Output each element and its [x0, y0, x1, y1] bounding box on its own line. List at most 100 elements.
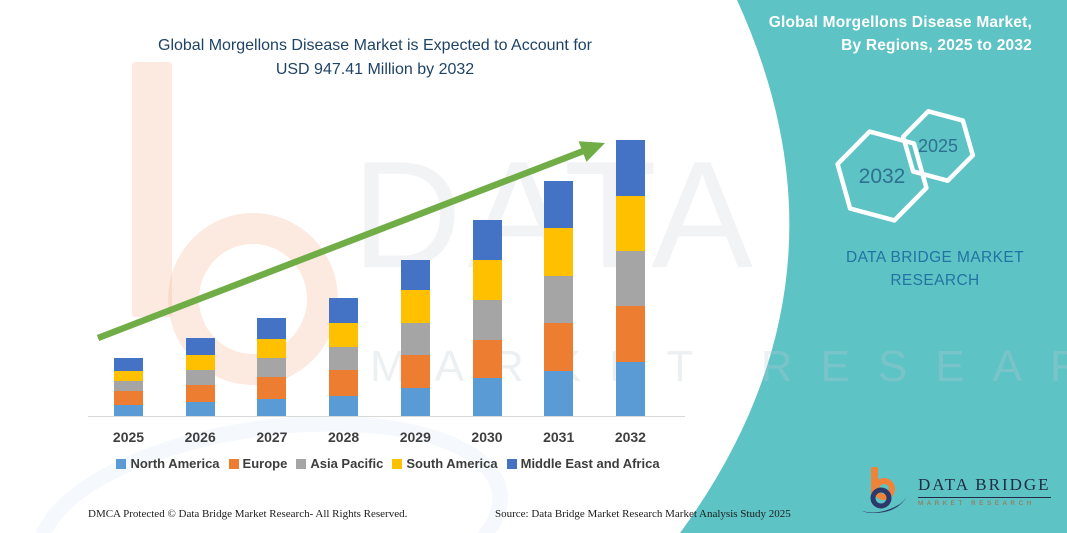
x-axis-label-2030: 2030: [471, 429, 503, 445]
bar-stack-2029: [400, 259, 430, 416]
chart-title-line2: USD 947.41 Million by 2032: [275, 61, 475, 78]
hexagon-2025-label: 2025: [918, 136, 958, 156]
bar-segment-middle-east-and-africa: [472, 219, 502, 260]
plot-area: [88, 118, 688, 417]
bar-segment-asia-pacific: [114, 380, 143, 391]
bar-segment-asia-pacific: [615, 250, 645, 306]
brand-wordmark-panel: DATA BRIDGE MARKET RESEARCH: [815, 246, 1055, 292]
legend-swatch: [506, 458, 517, 469]
bar-segment-asia-pacific: [400, 322, 430, 356]
bar-segment-north-america: [615, 361, 645, 416]
bar-segment-north-america: [472, 378, 502, 416]
dbmr-logo-words: DATA BRIDGE MARKET RESEARCH: [918, 475, 1051, 507]
bar-segment-south-america: [615, 195, 645, 251]
footer-dmca-text: DMCA Protected © Data Bridge Market Rese…: [88, 508, 408, 520]
legend-item-middle-east-and-africa: Middle East and Africa: [506, 456, 660, 471]
watermark-logo-b-stem: [132, 62, 172, 317]
hexagon-2025: 2025: [900, 109, 976, 183]
bar-segment-south-america: [472, 259, 502, 300]
bar-segment-europe: [544, 322, 574, 371]
year-hexagons: 2032 2025: [835, 109, 976, 223]
brand-line1: DATA BRIDGE MARKET: [845, 249, 1024, 266]
bar-stack-2028: [329, 298, 359, 416]
bar-segment-south-america: [400, 290, 430, 323]
bar-segment-north-america: [544, 370, 574, 416]
bar-segment-europe: [472, 339, 502, 379]
chart-title-line1: Global Morgellons Disease Market is Expe…: [158, 37, 592, 54]
legend-label: Middle East and Africa: [520, 456, 660, 471]
hexagon-2032: 2032: [835, 129, 929, 223]
bar-segment-europe: [185, 385, 215, 403]
bar-segment-middle-east-and-africa: [400, 259, 430, 291]
footer-source-text: Source: Data Bridge Market Research Mark…: [495, 508, 791, 520]
chart-legend: North America Europe Asia Pacific South Ame…: [88, 456, 688, 471]
legend-label: Asia Pacific: [310, 456, 384, 471]
bar-segment-middle-east-and-africa: [615, 140, 645, 196]
legend-label: South America: [406, 456, 498, 471]
bar-segment-south-america: [257, 339, 287, 358]
bar-stack-2032: [615, 140, 645, 416]
side-panel-title: Global Morgellons Disease Market, By Reg…: [740, 11, 1032, 57]
x-axis-label-2032: 2032: [614, 429, 646, 445]
side-panel-title-line1: Global Morgellons Disease Market,: [768, 14, 1032, 31]
side-panel-title-line2: By Regions, 2025 to 2032: [841, 37, 1032, 54]
legend-label: Europe: [242, 456, 288, 471]
bar-segment-south-america: [544, 227, 574, 276]
dbmr-logo-subname: MARKET RESEARCH: [918, 500, 1035, 507]
legend-item-north-america: North America: [116, 456, 220, 471]
bar-stack-2031: [544, 180, 574, 416]
bar-segment-europe: [400, 355, 430, 389]
bar-segment-middle-east-and-africa: [185, 337, 215, 356]
bar-segment-asia-pacific: [329, 346, 359, 370]
bar-segment-north-america: [185, 402, 215, 416]
bar-segment-middle-east-and-africa: [544, 180, 574, 228]
legend-item-south-america: South America: [392, 456, 498, 471]
bar-segment-europe: [257, 376, 287, 400]
legend-swatch: [392, 458, 403, 469]
x-axis-label-2027: 2027: [256, 429, 288, 445]
bar-segment-europe: [615, 305, 645, 362]
bar-segment-europe: [114, 390, 143, 405]
legend-item-europe: Europe: [228, 456, 288, 471]
bar-segment-middle-east-and-africa: [257, 318, 287, 340]
bar-segment-south-america: [185, 355, 215, 370]
brand-line2: RESEARCH: [890, 272, 980, 289]
x-axis-label-2031: 2031: [543, 429, 575, 445]
x-axis-label-2026: 2026: [184, 429, 216, 445]
legend-label: North America: [130, 456, 220, 471]
x-axis-label-2028: 2028: [328, 429, 360, 445]
bar-segment-south-america: [114, 371, 143, 381]
bar-segment-south-america: [329, 322, 359, 347]
bar-segment-asia-pacific: [257, 357, 287, 377]
x-axis-label-2029: 2029: [399, 429, 431, 445]
bar-stack-2025: [114, 358, 143, 416]
x-axis-labels: 2025 2026 2027 2028 2029 2030 2031 2032: [88, 429, 688, 447]
hexagon-2032-label: 2032: [859, 165, 906, 188]
bar-segment-asia-pacific: [472, 299, 502, 340]
legend-swatch: [228, 458, 239, 469]
bar-segment-north-america: [257, 399, 287, 416]
bar-segment-north-america: [329, 395, 359, 416]
trend-arrow-icon: [96, 141, 605, 342]
bar-segment-north-america: [400, 388, 430, 416]
bar-segment-asia-pacific: [185, 369, 215, 386]
dbmr-logo-name: DATA BRIDGE: [918, 475, 1051, 498]
bar-stack-2030: [472, 219, 502, 416]
chart-title: Global Morgellons Disease Market is Expe…: [98, 34, 652, 82]
bar-stack-2026: [185, 337, 215, 416]
dbmr-logo-icon: [862, 467, 908, 513]
dbmr-logo: DATA BRIDGE MARKET RESEARCH: [860, 466, 1051, 516]
bar-segment-middle-east-and-africa: [114, 358, 143, 372]
bar-segment-north-america: [114, 404, 143, 416]
legend-swatch: [116, 458, 127, 469]
x-axis-line: [88, 416, 685, 417]
bar-stack-2027: [257, 318, 287, 416]
legend-swatch: [296, 458, 307, 469]
bar-segment-europe: [329, 369, 359, 396]
legend-item-asia-pacific: Asia Pacific: [296, 456, 383, 471]
bar-segment-middle-east-and-africa: [329, 298, 359, 323]
x-axis-label-2025: 2025: [112, 429, 145, 445]
bar-segment-asia-pacific: [544, 275, 574, 323]
